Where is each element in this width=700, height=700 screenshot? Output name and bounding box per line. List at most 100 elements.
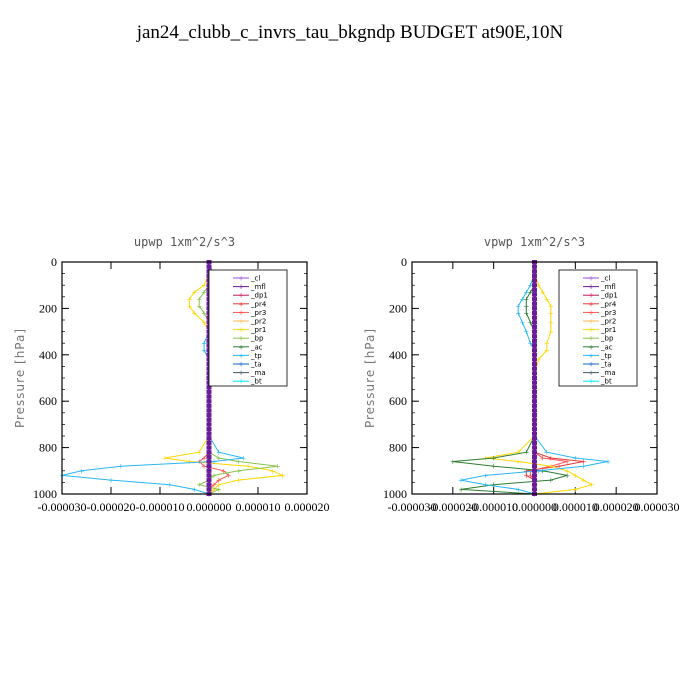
- data-point: [206, 478, 212, 483]
- data-point: +: [275, 463, 281, 471]
- data-point: [532, 273, 537, 278]
- y-tick-label: 600: [389, 394, 407, 408]
- legend-label: _pr3: [600, 309, 616, 317]
- legend-label: _pr4: [250, 300, 267, 308]
- y-tick-label: 1000: [383, 487, 407, 501]
- data-point: [532, 380, 537, 385]
- y-tick-label: 800: [39, 441, 57, 455]
- data-point: [532, 343, 537, 348]
- legend-marker: +: [588, 361, 594, 369]
- legend-marker: +: [588, 318, 594, 326]
- data-point: +: [564, 458, 570, 466]
- legend-marker: +: [238, 300, 244, 308]
- data-point: [532, 436, 537, 441]
- data-point: +: [515, 486, 521, 494]
- y-tick-label: 400: [39, 348, 57, 362]
- data-point: +: [581, 477, 587, 485]
- data-point: +: [515, 449, 521, 457]
- data-point: +: [201, 455, 207, 463]
- data-point: +: [167, 481, 173, 489]
- data-point: +: [523, 328, 529, 336]
- data-point: +: [527, 289, 533, 297]
- y-tick-label: 200: [39, 301, 57, 315]
- data-point: +: [79, 467, 85, 475]
- y-axis-label: Pressure [hPa]: [13, 328, 27, 428]
- data-point: +: [491, 455, 497, 463]
- legend-label: _mfl: [250, 283, 266, 291]
- data-point: +: [280, 472, 286, 480]
- data-point: +: [564, 467, 570, 475]
- legend-label: _pr1: [600, 326, 616, 334]
- data-point: [532, 427, 537, 432]
- data-point: [532, 348, 537, 353]
- data-point: +: [556, 463, 562, 471]
- data-point: +: [211, 472, 217, 480]
- data-point: +: [536, 467, 542, 475]
- data-point: [532, 334, 537, 339]
- data-point: +: [235, 458, 241, 466]
- data-point: [532, 297, 537, 302]
- data-point: +: [483, 472, 489, 480]
- legend-label: _ac: [600, 343, 613, 351]
- data-point: +: [523, 310, 529, 318]
- data-point: +: [523, 289, 529, 297]
- legend-marker: +: [238, 352, 244, 360]
- data-point: [532, 278, 537, 283]
- x-tick-label: 0.000020: [285, 500, 330, 514]
- data-point: [532, 478, 537, 483]
- legend-marker: +: [588, 326, 594, 334]
- data-point: +: [564, 472, 570, 480]
- legend-marker: +: [588, 335, 594, 343]
- data-point: +: [548, 477, 554, 485]
- data-point: +: [186, 296, 192, 304]
- data-point: [206, 417, 212, 422]
- data-point: +: [523, 303, 529, 311]
- data-point: [206, 389, 212, 394]
- data-point: +: [162, 455, 168, 463]
- y-tick-label: 0: [51, 255, 57, 269]
- data-point: [532, 320, 537, 325]
- data-point: +: [118, 463, 124, 471]
- legend-label: _pr4: [600, 300, 617, 308]
- data-point: +: [527, 472, 533, 480]
- data-point: +: [548, 463, 554, 471]
- data-point: +: [216, 449, 222, 457]
- x-tick-label: -0.000010: [136, 500, 185, 514]
- data-point: +: [544, 347, 550, 355]
- data-point: [206, 482, 212, 487]
- legend-label: _pr3: [250, 309, 266, 317]
- data-point: [532, 431, 537, 436]
- data-point: [206, 464, 212, 469]
- data-point: +: [186, 303, 192, 311]
- data-point: [206, 436, 212, 441]
- data-point: [532, 376, 537, 380]
- data-point: +: [548, 303, 554, 311]
- data-point: [532, 315, 537, 320]
- data-point: +: [201, 289, 207, 297]
- data-point: [532, 371, 537, 376]
- data-point: [206, 431, 212, 436]
- data-point: [206, 408, 212, 413]
- data-point: [532, 311, 537, 316]
- x-tick-label: 0.000000: [512, 500, 557, 514]
- data-point: +: [201, 282, 207, 290]
- x-tick-label: 0.000000: [187, 500, 232, 514]
- y-tick-label: 0: [401, 255, 407, 269]
- data-point: +: [235, 467, 241, 475]
- data-point: +: [196, 303, 202, 311]
- legend-label: _dp1: [250, 292, 268, 300]
- legend-marker: +: [238, 283, 244, 291]
- legend-marker: +: [588, 300, 594, 308]
- legend-label: _cl: [250, 275, 260, 283]
- chart-panel-2: vpwp 1xm^2/s^3 Pressure [hPa] 0 200 400 600 80…: [363, 235, 680, 514]
- legend-marker: +: [588, 292, 594, 300]
- legend-label: _ac: [250, 343, 263, 351]
- data-point: [532, 283, 537, 288]
- data-point: +: [458, 486, 464, 494]
- legend-label: _ta: [250, 361, 262, 369]
- legend: + _cl + _mfl + _dp1 + _pr4 + _pr3 + _pr2 + _pr1 + _bp + _…: [208, 269, 288, 387]
- data-point: +: [201, 319, 207, 327]
- legend-label: _pr1: [250, 326, 266, 334]
- data-point: +: [515, 310, 521, 318]
